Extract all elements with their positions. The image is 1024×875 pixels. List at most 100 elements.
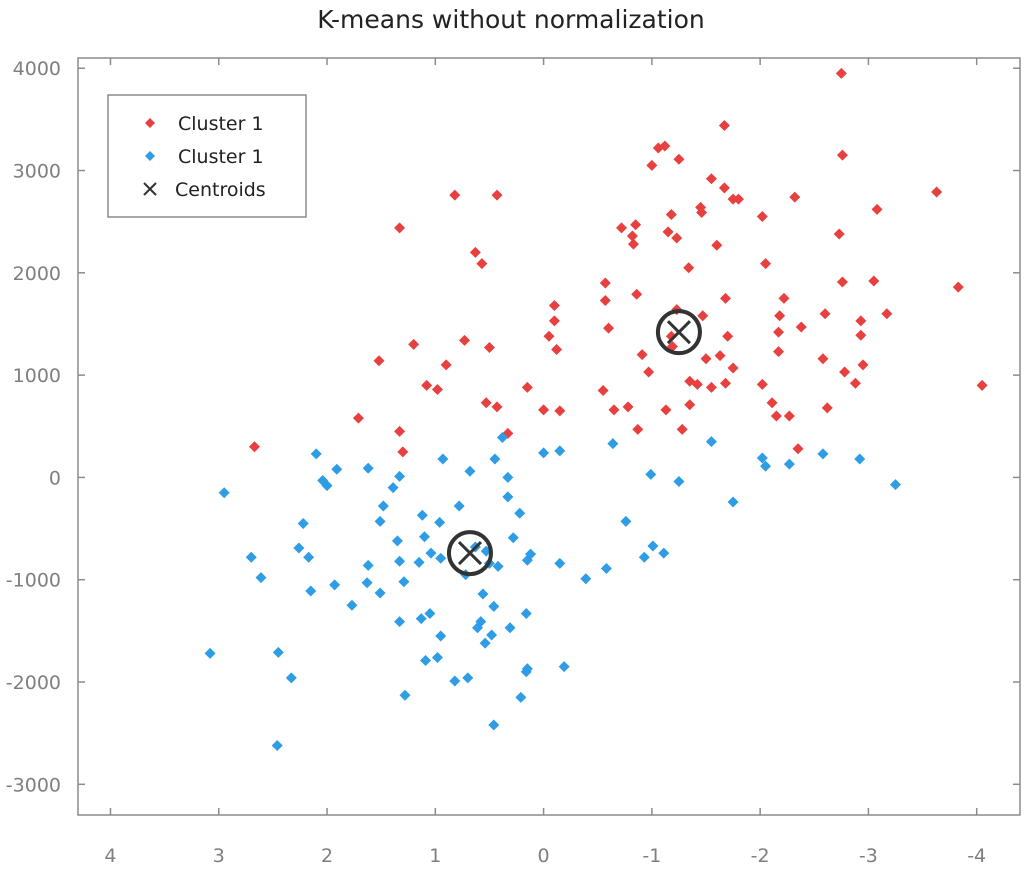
data-point [836, 276, 848, 288]
data-point [548, 300, 560, 312]
data-point [854, 453, 866, 465]
data-point [719, 377, 731, 389]
data-point [608, 404, 620, 416]
data-point [622, 401, 634, 413]
data-point [778, 292, 790, 304]
data-point [756, 211, 768, 223]
series-1 [248, 67, 988, 458]
data-point [795, 321, 807, 333]
data-point [607, 438, 619, 450]
data-point [394, 616, 406, 628]
data-point [421, 379, 433, 391]
data-point [362, 559, 374, 571]
data-point [766, 397, 778, 409]
data-point [434, 516, 446, 528]
data-point [331, 463, 343, 475]
data-point [548, 315, 560, 327]
data-point [819, 308, 831, 320]
data-point [976, 379, 988, 391]
data-point [491, 401, 503, 413]
data-point [520, 607, 532, 619]
data-point [515, 691, 527, 703]
data-point [459, 334, 471, 346]
data-point [665, 209, 677, 221]
data-point [632, 423, 644, 435]
data-point [399, 689, 411, 701]
data-point [722, 330, 734, 342]
data-point [554, 405, 566, 417]
data-point [783, 410, 795, 422]
data-point [660, 404, 672, 416]
data-point [554, 445, 566, 457]
x-tick-label: -4 [967, 845, 986, 867]
data-point [525, 548, 537, 560]
data-point [952, 281, 964, 293]
data-point [272, 646, 284, 658]
x-tick-label: -1 [642, 845, 661, 867]
data-point [638, 551, 650, 563]
data-point [727, 362, 739, 374]
data-point [440, 359, 452, 371]
data-point [833, 228, 845, 240]
data-point [543, 330, 555, 342]
y-tick-label: 2000 [13, 263, 61, 285]
data-point [881, 308, 893, 320]
data-point [636, 349, 648, 361]
data-point [387, 482, 399, 494]
x-tick-label: -3 [859, 845, 878, 867]
data-point [352, 412, 364, 424]
data-point [435, 630, 447, 642]
centroid-marker [446, 530, 493, 577]
data-point [630, 219, 642, 231]
legend: Cluster 1 Cluster 1 Centroids [107, 94, 307, 218]
data-point [643, 366, 655, 378]
legend-marker [145, 151, 155, 161]
data-point [792, 443, 804, 455]
legend-label: Centroids [175, 179, 266, 201]
y-tick-label: -3000 [6, 774, 61, 796]
data-point [507, 532, 519, 544]
centroid-marker [655, 309, 702, 356]
data-point [449, 189, 461, 201]
data-point [931, 186, 943, 198]
data-point [658, 547, 670, 559]
y-axis: -3000 -2000 -1000 0 1000 2000 3000 4000 [6, 58, 1020, 796]
data-point [475, 616, 487, 628]
data-point [218, 487, 230, 499]
data-point [504, 622, 516, 634]
data-point [705, 173, 717, 185]
chart-title: K-means without normalization [317, 5, 704, 34]
data-point [599, 294, 611, 306]
data-point [488, 719, 500, 731]
data-point [415, 613, 427, 625]
data-point [773, 326, 785, 338]
data-point [683, 262, 695, 274]
x-tick-label: 3 [213, 845, 225, 867]
data-point [760, 460, 772, 472]
data-point [394, 470, 406, 482]
x-tick-label: -2 [751, 845, 770, 867]
data-point [821, 402, 833, 414]
data-point [673, 153, 685, 165]
data-point [774, 310, 786, 322]
legend-item: Cluster 1 [145, 113, 264, 135]
data-point [849, 377, 861, 389]
legend-label: Cluster 1 [178, 146, 264, 168]
data-point [453, 500, 465, 512]
data-point [646, 159, 658, 171]
data-point [374, 515, 386, 527]
data-point [714, 350, 726, 362]
data-point [502, 471, 514, 483]
data-point [462, 672, 474, 684]
y-tick-label: 0 [49, 467, 61, 489]
data-point [346, 599, 358, 611]
data-point [297, 517, 309, 529]
data-point [425, 547, 437, 559]
data-point [394, 555, 406, 567]
data-point [329, 579, 341, 591]
data-point [361, 577, 373, 589]
data-point [424, 607, 436, 619]
data-point [477, 588, 489, 600]
data-point [431, 383, 443, 395]
